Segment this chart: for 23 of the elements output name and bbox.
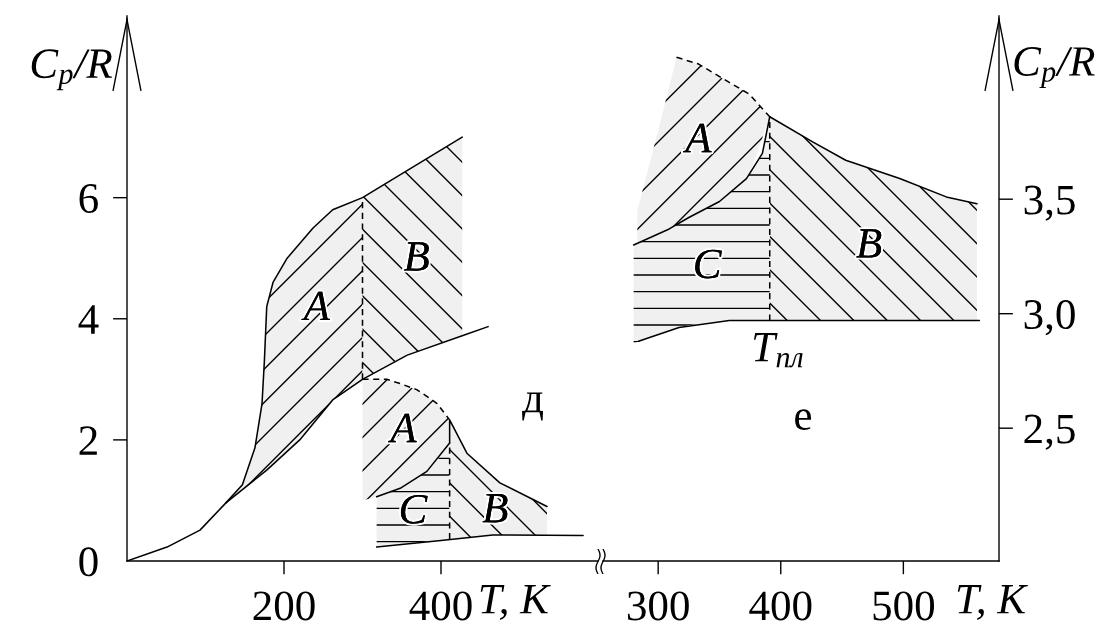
y2-tick-label: 2,5 bbox=[1024, 414, 1075, 450]
text: д bbox=[522, 392, 543, 421]
y2-tick-label: 3,0 bbox=[1024, 300, 1075, 336]
x-axis-title: T, К bbox=[957, 585, 1028, 620]
x-tick-label: 300 bbox=[627, 591, 689, 621]
x-tick-label: 400 bbox=[409, 591, 472, 621]
annotation: A bbox=[301, 291, 331, 321]
x-axis-title: T, К bbox=[480, 585, 551, 620]
y-tick-label: 6 bbox=[79, 184, 98, 214]
y-tick-label: 2 bbox=[79, 426, 97, 455]
x-tick-label: 500 bbox=[873, 591, 935, 621]
annotation: B bbox=[403, 242, 429, 271]
y2-axis-title: C$_{p}$/R bbox=[1014, 47, 1095, 88]
y-axis-title: C$_{p}$/R bbox=[31, 49, 113, 91]
y2-tick-label: 3,5 bbox=[1024, 185, 1075, 221]
annotation: B bbox=[482, 494, 508, 523]
series-label: T$_{пл}$ bbox=[753, 333, 803, 368]
y-tick-label: 0 bbox=[79, 547, 98, 577]
x-tick-label: 400 bbox=[749, 591, 812, 621]
y-tick-label: 4 bbox=[78, 305, 99, 334]
annotation: B bbox=[856, 229, 882, 258]
x-tick-label: 200 bbox=[253, 591, 315, 621]
text: е bbox=[795, 409, 812, 431]
